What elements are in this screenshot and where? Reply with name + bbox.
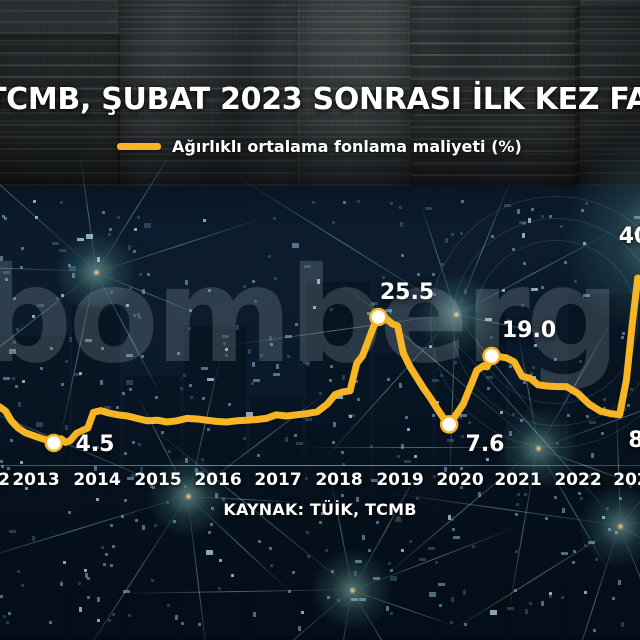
x-axis-tick-labels: 2 2013 2014 2015 2016 2017 2018 2019 2020 2021 202… <box>0 470 640 496</box>
data-point-label: 4.5 <box>75 432 115 457</box>
x-axis-tick-label: 202 <box>613 470 640 490</box>
x-axis-tick-label: 2017 <box>254 470 302 490</box>
page-title: TCMB, ŞUBAT 2023 SONRASI İLK KEZ FAİZ İN… <box>0 82 640 117</box>
data-point-label: 7.6 <box>465 432 505 457</box>
coin-stack-5 <box>575 6 640 210</box>
series-marker <box>439 415 459 434</box>
x-axis-tick-label: 2015 <box>134 470 182 490</box>
series-marker <box>44 433 64 453</box>
data-point-label: 25.5 <box>379 280 435 305</box>
coin-stack-1 <box>0 34 120 210</box>
data-point-label: 8 <box>628 428 640 453</box>
funding-cost-line-chart <box>0 274 640 453</box>
x-axis-tick-label: 2019 <box>376 470 424 490</box>
x-axis-tick-label: 2018 <box>315 470 363 490</box>
data-point-label: 19.0 <box>501 318 557 343</box>
x-axis-line <box>0 465 640 466</box>
x-axis-tick-label: 2021 <box>494 470 542 490</box>
series-line-funding-cost <box>0 274 640 447</box>
source-caption: KAYNAK: TÜİK, TCMB <box>223 500 417 519</box>
coin-stack-3 <box>300 0 410 210</box>
legend-series-label: Ağırlıklı ortalama fonlama maliyeti (%) <box>172 137 522 156</box>
chart-legend: Ağırlıklı ortalama fonlama maliyeti (%) <box>117 137 522 156</box>
series-marker-group <box>44 307 501 453</box>
legend-line-swatch <box>117 143 161 150</box>
coin-vignette <box>0 0 640 212</box>
coin-stack-2 <box>118 0 298 210</box>
x-axis-tick-label: 2014 <box>73 470 121 490</box>
x-axis-tick-label: 2 <box>0 470 10 490</box>
series-marker <box>369 307 388 327</box>
x-axis-tick-label: 2013 <box>12 470 60 490</box>
coin-stack-background <box>0 0 640 212</box>
x-axis-tick-label: 2020 <box>436 470 484 490</box>
x-axis-tick-label: 2022 <box>554 470 602 490</box>
x-axis-tick-label: 2016 <box>194 470 242 490</box>
series-marker <box>482 346 501 366</box>
coin-stack-4 <box>410 0 580 212</box>
data-point-label: 40 <box>618 224 640 249</box>
